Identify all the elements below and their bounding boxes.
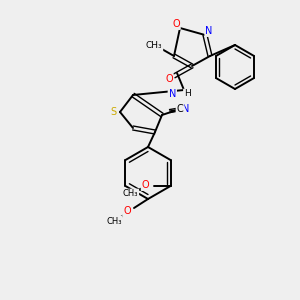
Text: H: H (184, 89, 191, 98)
Text: O: O (123, 206, 131, 216)
Text: O: O (142, 180, 149, 190)
Text: N: N (169, 89, 176, 99)
Text: N: N (205, 26, 213, 36)
Text: CH₃: CH₃ (146, 41, 162, 50)
Text: N: N (182, 104, 190, 114)
Text: O: O (165, 74, 173, 84)
Text: CH₃: CH₃ (106, 217, 122, 226)
Text: CH₃: CH₃ (123, 190, 138, 199)
Text: C: C (177, 104, 183, 114)
Text: S: S (110, 107, 116, 117)
Text: O: O (172, 19, 180, 29)
